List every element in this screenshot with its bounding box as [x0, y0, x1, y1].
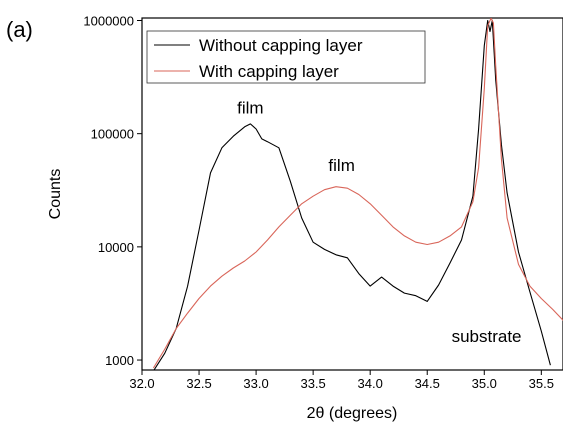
annotation-film: film	[237, 99, 263, 118]
legend-label-without-capping: Without capping layer	[199, 36, 363, 55]
y-axis-label: Counts	[47, 169, 64, 220]
annotation-layer: film film substrate	[237, 99, 521, 346]
x-tick-label: 34.0	[358, 376, 383, 391]
y-tick-label: 1000	[105, 353, 134, 368]
y-axis: 1000 10000 100000 1000000	[83, 13, 142, 368]
x-tick-label: 32.0	[129, 376, 154, 391]
x-tick-label: 33.5	[300, 376, 325, 391]
legend: Without capping layer With capping layer	[146, 30, 426, 84]
panel-label: (a)	[6, 17, 33, 42]
x-tick-label: 33.0	[243, 376, 268, 391]
y-tick-label: 1000000	[83, 13, 134, 28]
series-layer	[152, 18, 563, 370]
series-line-with-capping	[152, 18, 563, 369]
y-tick-label: 100000	[91, 127, 134, 142]
x-tick-label: 35.5	[529, 376, 554, 391]
annotation-substrate: substrate	[452, 327, 522, 346]
legend-box	[146, 30, 426, 84]
y-tick-label: 10000	[98, 240, 134, 255]
x-axis: 32.0 32.5 33.0 33.5 34.0 34.5 35.0 35.5	[129, 370, 554, 391]
legend-label-with-capping: With capping layer	[199, 62, 339, 81]
x-tick-label: 32.5	[186, 376, 211, 391]
x-axis-label: 2θ (degrees)	[307, 405, 398, 422]
plot-frame	[141, 17, 563, 371]
plot-area: film film substrate	[141, 17, 563, 371]
annotation-film: film	[328, 156, 354, 175]
x-tick-label: 34.5	[415, 376, 440, 391]
x-tick-label: 35.0	[472, 376, 497, 391]
